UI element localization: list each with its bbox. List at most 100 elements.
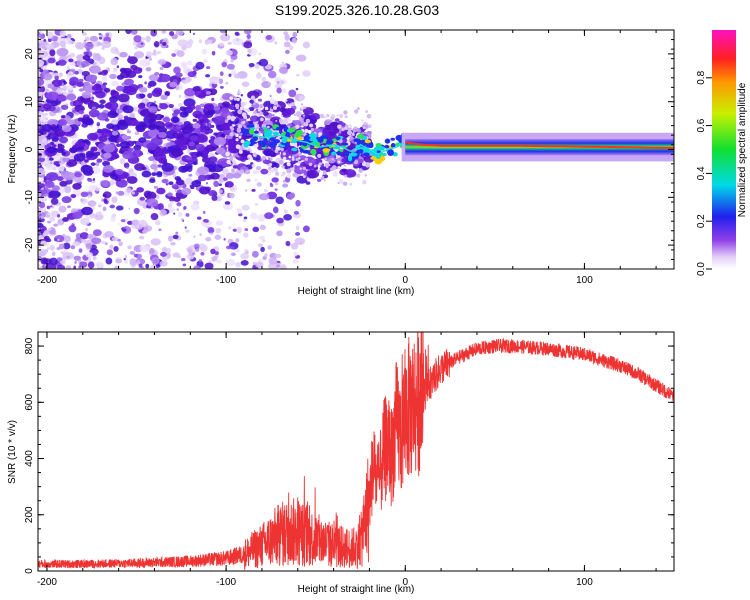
spectrogram-speckle bbox=[365, 110, 368, 114]
spectrogram-speckle bbox=[101, 129, 113, 138]
spectrogram-speckle bbox=[126, 176, 138, 184]
spectrogram-speckle bbox=[201, 153, 208, 158]
spectrogram-speckle bbox=[103, 144, 116, 153]
spectrogram-speckle bbox=[285, 240, 291, 247]
spectrogram-speckle bbox=[171, 184, 179, 189]
spectrogram-speckle bbox=[205, 74, 211, 78]
spectrogram-speckle bbox=[199, 232, 202, 237]
spectrogram-speckle bbox=[139, 59, 151, 67]
spectrogram-speckle bbox=[115, 143, 121, 148]
spectrogram-speckle bbox=[89, 213, 97, 219]
snr-x-label: Height of straight line (km) bbox=[298, 584, 415, 595]
spectrogram-speckle bbox=[274, 181, 279, 186]
spectrogram-speckle bbox=[274, 41, 278, 45]
spectrogram-y-tick-label: -10 bbox=[24, 190, 35, 205]
spectrogram-speckle bbox=[199, 103, 205, 108]
spectrogram-speckle bbox=[62, 234, 66, 237]
spectrogram-speckle bbox=[149, 247, 155, 255]
spectrogram-speckle bbox=[333, 115, 336, 118]
spectrogram-speckle bbox=[250, 212, 258, 220]
spectrogram-speckle bbox=[167, 235, 173, 242]
spectrogram-speckle bbox=[72, 109, 77, 113]
spectrogram-speckle bbox=[230, 115, 236, 120]
spectrogram-speckle bbox=[83, 51, 89, 56]
spectrogram-speckle bbox=[294, 237, 306, 245]
snr-x-tick-label: -200 bbox=[37, 577, 57, 588]
spectrogram-speckle bbox=[229, 132, 234, 137]
ridge-blob bbox=[275, 127, 281, 131]
spectrogram-speckle bbox=[302, 175, 306, 179]
spectrogram-speckle bbox=[253, 99, 257, 103]
spectrogram-speckle bbox=[228, 192, 235, 199]
spectrogram-speckle bbox=[56, 176, 64, 181]
spectrogram-speckle bbox=[157, 59, 167, 65]
spectrogram-speckle bbox=[246, 34, 251, 40]
ridge-blob bbox=[343, 152, 350, 157]
spectrogram-speckle bbox=[295, 225, 300, 231]
spectrogram-speckle bbox=[46, 91, 59, 101]
spectrogram-speckle bbox=[181, 79, 189, 84]
spectrogram-speckle bbox=[148, 156, 155, 162]
spectrogram-speckle bbox=[258, 193, 270, 201]
spectrogram-speckle bbox=[126, 166, 129, 169]
spectrogram-speckle bbox=[295, 232, 301, 236]
spectrogram-speckle bbox=[150, 238, 161, 246]
spectrogram-speckle bbox=[310, 127, 315, 132]
spectrogram-speckle bbox=[54, 235, 65, 243]
spectrogram-speckle bbox=[133, 207, 140, 215]
spectrogram-speckle bbox=[295, 199, 301, 207]
spectrogram-speckle bbox=[264, 215, 268, 218]
spectrogram-speckle bbox=[237, 91, 241, 95]
spectrogram-speckle bbox=[241, 81, 250, 88]
spectrogram-speckle bbox=[175, 231, 179, 235]
spectrogram-speckle bbox=[195, 248, 200, 252]
spectrogram-speckle bbox=[362, 180, 367, 185]
spectrogram-speckle bbox=[237, 109, 243, 115]
ridge-blob bbox=[368, 143, 374, 149]
spectrogram-speckle bbox=[50, 197, 59, 205]
spectrogram-speckle bbox=[347, 170, 352, 174]
spectrogram-speckle bbox=[141, 170, 152, 178]
spectrogram-y-tick-label: 10 bbox=[24, 96, 35, 108]
spectrogram-speckle bbox=[308, 162, 313, 167]
spectrogram-speckle bbox=[219, 189, 223, 194]
spectrogram-speckle bbox=[197, 166, 210, 175]
spectrogram-speckle bbox=[338, 139, 343, 144]
spectrogram-speckle bbox=[115, 168, 124, 175]
spectrogram-speckle bbox=[238, 213, 243, 217]
spectrogram-speckle bbox=[182, 263, 187, 267]
spectrogram-speckle bbox=[105, 257, 113, 265]
spectrogram-speckle bbox=[332, 172, 338, 177]
spectrogram-speckle bbox=[337, 160, 341, 164]
spectrogram-speckle bbox=[47, 246, 50, 250]
spectrogram-speckle bbox=[267, 82, 272, 86]
spectrogram-speckle bbox=[106, 249, 113, 256]
spectrogram-speckle bbox=[87, 102, 93, 106]
spectrogram-speckle bbox=[236, 38, 240, 42]
spectrogram-speckle bbox=[133, 144, 142, 151]
spectrogram-speckle bbox=[195, 151, 203, 157]
spectrogram-speckle bbox=[330, 116, 335, 121]
spectrogram-speckle bbox=[51, 79, 63, 87]
spectrogram-speckle bbox=[126, 130, 132, 134]
spectrogram-speckle bbox=[78, 78, 84, 83]
spectrogram-speckle bbox=[101, 240, 106, 244]
spectrogram-speckle bbox=[261, 76, 267, 82]
spectrogram-speckle bbox=[80, 238, 86, 243]
spectrogram-speckle bbox=[138, 86, 148, 93]
spectrogram-speckle bbox=[195, 143, 206, 152]
ridge-blob bbox=[272, 139, 281, 144]
spectrogram-speckle bbox=[280, 114, 283, 118]
spectrogram-speckle bbox=[87, 178, 93, 182]
spectrogram-speckle bbox=[215, 227, 222, 234]
spectrogram-speckle bbox=[207, 39, 213, 44]
spectrogram-speckle bbox=[310, 112, 321, 121]
spectrogram-speckle bbox=[46, 146, 57, 154]
spectrogram-speckle bbox=[248, 147, 251, 150]
spectrogram-speckle bbox=[235, 261, 241, 268]
spectrogram-speckle bbox=[45, 172, 59, 182]
spectrogram-speckle bbox=[56, 264, 66, 269]
spectrogram-speckle bbox=[75, 41, 84, 50]
spectrogram-speckle bbox=[115, 258, 122, 264]
spectrogram-speckle bbox=[38, 201, 46, 209]
